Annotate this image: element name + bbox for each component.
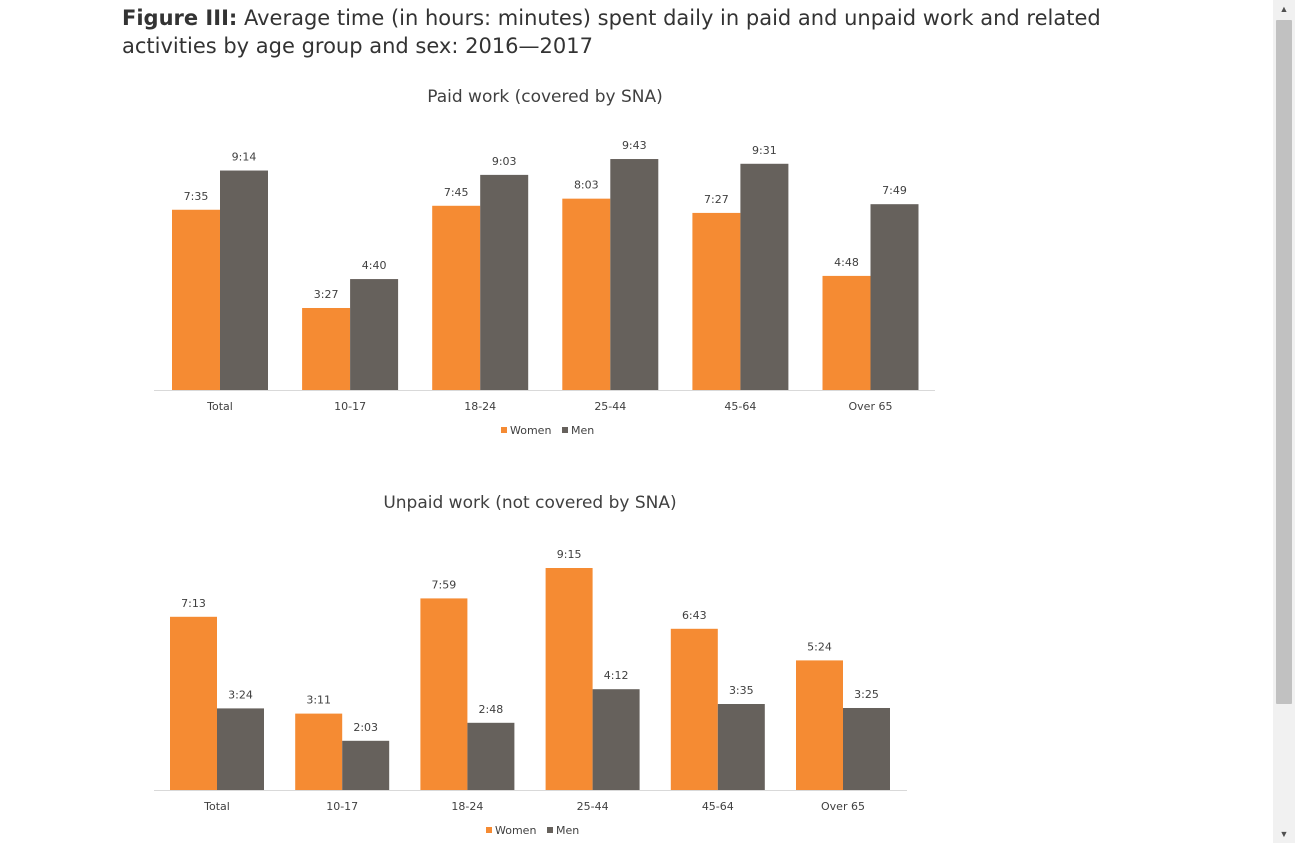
paid-bar-women-2 bbox=[432, 205, 481, 390]
paid-category-label-3: 25-44 bbox=[594, 400, 626, 413]
paid-category-label-2: 18-24 bbox=[464, 400, 496, 413]
unpaid-data-label-women-4: 6:43 bbox=[682, 609, 707, 622]
unpaid-data-label-women-0: 7:13 bbox=[181, 597, 206, 610]
paid-data-label-women-0: 7:35 bbox=[184, 190, 209, 203]
paid-bar-women-5 bbox=[822, 275, 871, 390]
paid-legend-label-women: Women bbox=[510, 424, 551, 437]
paid-legend-label-men: Men bbox=[571, 424, 594, 437]
paid-bar-women-4 bbox=[692, 212, 741, 390]
unpaid-bar-men-1 bbox=[342, 740, 390, 790]
paid-data-label-women-5: 4:48 bbox=[834, 256, 859, 269]
figure-caption-text: Average time (in hours: minutes) spent d… bbox=[122, 6, 1101, 58]
scroll-down-arrow-icon[interactable]: ▼ bbox=[1279, 829, 1289, 839]
paid-data-label-men-3: 9:43 bbox=[622, 139, 647, 152]
paid-chart-title: Paid work (covered by SNA) bbox=[427, 87, 663, 107]
unpaid-legend-label-men: Men bbox=[556, 824, 579, 837]
paid-bar-women-0 bbox=[172, 209, 220, 390]
unpaid-category-label-5: Over 65 bbox=[821, 800, 865, 813]
paid-bar-women-1 bbox=[302, 307, 351, 390]
paid-data-label-women-2: 7:45 bbox=[444, 186, 469, 199]
paid-category-label-5: Over 65 bbox=[849, 400, 893, 413]
paid-data-label-men-5: 7:49 bbox=[882, 184, 907, 197]
unpaid-category-label-4: 45-64 bbox=[702, 800, 734, 813]
paid-data-label-women-1: 3:27 bbox=[314, 288, 339, 301]
paid-data-label-men-0: 9:14 bbox=[232, 151, 257, 164]
unpaid-data-label-women-3: 9:15 bbox=[557, 548, 582, 561]
unpaid-legend-label-women: Women bbox=[495, 824, 536, 837]
paid-bar-men-1 bbox=[350, 279, 399, 390]
paid-bar-men-4 bbox=[740, 163, 789, 390]
unpaid-category-label-3: 25-44 bbox=[577, 800, 609, 813]
scroll-up-arrow-icon[interactable]: ▲ bbox=[1279, 4, 1289, 14]
unpaid-bar-women-2 bbox=[420, 598, 468, 790]
unpaid-bar-women-4 bbox=[670, 628, 718, 790]
figure-caption: Figure III: Average time (in hours: minu… bbox=[122, 4, 1182, 60]
paid-data-label-men-4: 9:31 bbox=[752, 144, 777, 157]
paid-bar-men-0 bbox=[220, 170, 268, 390]
paid-category-label-4: 45-64 bbox=[724, 400, 756, 413]
unpaid-bar-men-5 bbox=[843, 707, 890, 790]
unpaid-data-label-men-0: 3:24 bbox=[228, 688, 253, 701]
unpaid-bar-women-0 bbox=[170, 616, 217, 790]
unpaid-bar-women-3 bbox=[545, 568, 593, 790]
paid-data-label-men-1: 4:40 bbox=[362, 259, 387, 272]
unpaid-category-label-2: 18-24 bbox=[451, 800, 483, 813]
unpaid-legend-swatch-men bbox=[547, 827, 553, 833]
unpaid-bar-men-4 bbox=[717, 704, 765, 790]
unpaid-bar-men-0 bbox=[217, 708, 264, 790]
unpaid-data-label-men-5: 3:25 bbox=[854, 688, 879, 701]
paid-category-label-0: Total bbox=[206, 400, 233, 413]
unpaid-chart-title: Unpaid work (not covered by SNA) bbox=[383, 493, 676, 513]
scrollbar-thumb[interactable] bbox=[1276, 20, 1292, 704]
unpaid-bar-women-1 bbox=[295, 713, 343, 790]
figure-label: Figure III: bbox=[122, 6, 238, 30]
unpaid-data-label-women-2: 7:59 bbox=[432, 578, 457, 591]
paid-bar-men-2 bbox=[480, 174, 529, 390]
unpaid-data-label-men-3: 4:12 bbox=[604, 669, 629, 682]
unpaid-data-label-men-4: 3:35 bbox=[729, 684, 754, 697]
vertical-scrollbar[interactable]: ▲ ▼ bbox=[1273, 0, 1295, 843]
paid-legend-swatch-women bbox=[501, 427, 507, 433]
paid-legend-swatch-men bbox=[562, 427, 568, 433]
unpaid-bar-men-3 bbox=[592, 689, 640, 790]
paid-bar-men-3 bbox=[610, 159, 659, 390]
unpaid-data-label-women-5: 5:24 bbox=[807, 640, 832, 653]
unpaid-category-label-1: 10-17 bbox=[326, 800, 358, 813]
unpaid-bar-women-5 bbox=[796, 660, 843, 790]
unpaid-category-label-0: Total bbox=[203, 800, 230, 813]
paid-data-label-women-4: 7:27 bbox=[704, 193, 729, 206]
paid-bar-men-5 bbox=[870, 204, 919, 390]
unpaid-bar-men-2 bbox=[467, 722, 515, 790]
unpaid-data-label-women-1: 3:11 bbox=[306, 694, 331, 707]
unpaid-legend-swatch-women bbox=[486, 827, 492, 833]
paid-bar-women-3 bbox=[562, 198, 611, 390]
paid-category-label-1: 10-17 bbox=[334, 400, 366, 413]
paid-data-label-women-3: 8:03 bbox=[574, 179, 599, 192]
unpaid-data-label-men-2: 2:48 bbox=[479, 703, 504, 716]
unpaid-data-label-men-1: 2:03 bbox=[353, 721, 378, 734]
paid-data-label-men-2: 9:03 bbox=[492, 155, 517, 168]
